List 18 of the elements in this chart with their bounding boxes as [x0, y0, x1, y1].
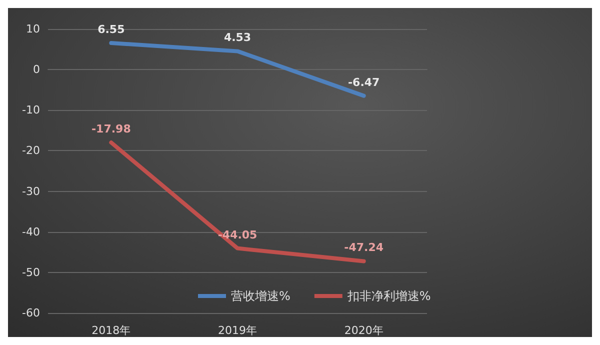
data-label: 4.53	[224, 31, 252, 44]
y-tick-label: -10	[22, 104, 40, 117]
y-tick-label: 0	[33, 63, 40, 76]
data-label: -17.98	[91, 122, 131, 136]
x-tick-label: 2020年	[344, 324, 384, 337]
y-tick-label: 10	[26, 22, 40, 36]
y-tick-label: -20	[22, 144, 40, 158]
y-tick-label: -40	[22, 225, 40, 238]
data-label: -47.24	[344, 241, 384, 254]
x-tick-label: 2019年	[218, 324, 257, 337]
data-label: -6.47	[348, 76, 380, 89]
legend-label: 营收增速%	[231, 289, 290, 303]
data-label: 6.55	[98, 22, 125, 36]
x-tick-label: 2018年	[92, 324, 131, 337]
y-tick-label: -30	[22, 184, 40, 198]
y-tick-label: -50	[22, 266, 40, 279]
y-tick-label: -60	[22, 306, 40, 320]
legend-label: 扣非净利增速%	[346, 289, 431, 303]
